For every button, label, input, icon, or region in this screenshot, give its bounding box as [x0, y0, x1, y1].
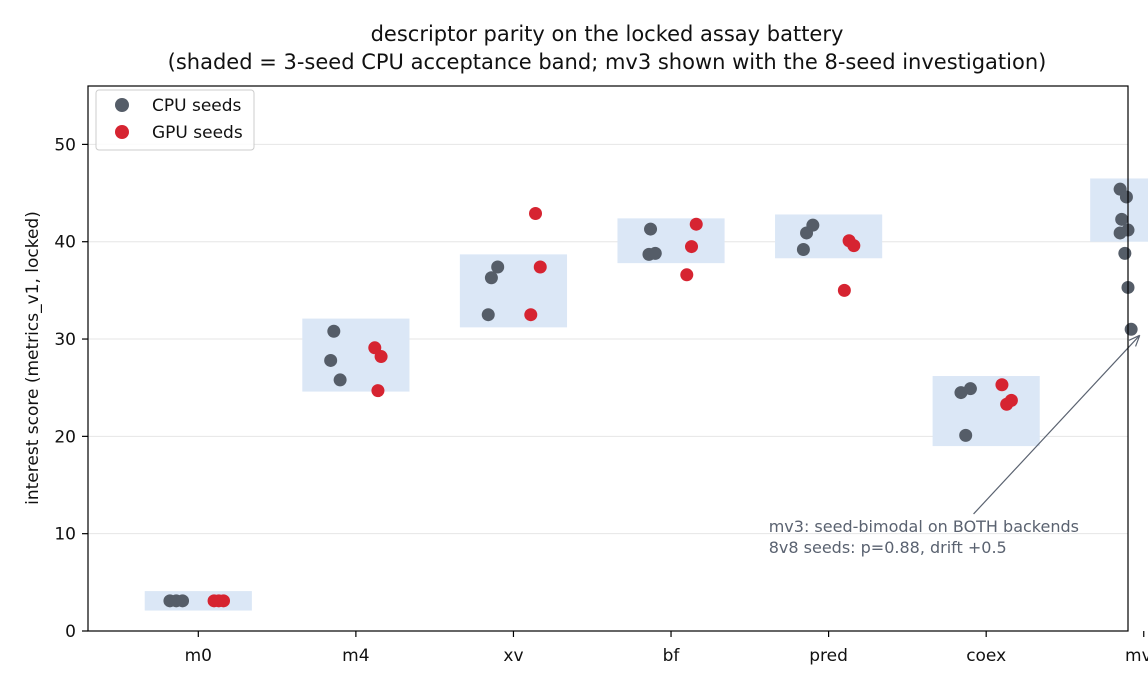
x-tick-label-pred: pred	[809, 646, 848, 666]
gpu-seed-point-coex	[995, 378, 1009, 392]
annotation-line-2: 8v8 seeds: p=0.88, drift +0.5	[769, 538, 1007, 557]
cpu-seed-point-m4	[324, 353, 338, 367]
acceptance-band-m4	[302, 318, 410, 392]
annotation: mv3: seed-bimodal on BOTH backends 8v8 se…	[769, 334, 1141, 557]
y-tick-label: 50	[54, 135, 76, 155]
gpu-seed-point-pred	[847, 239, 861, 253]
cpu-seed-point-pred	[806, 218, 820, 232]
cpu-seed-point-xv	[481, 308, 495, 322]
cpu-seed-point-mv3	[1124, 322, 1138, 336]
gpu-seed-point-m4	[371, 384, 385, 398]
cpu-seed-point-bf	[648, 246, 662, 260]
legend-label-cpu: CPU seeds	[152, 96, 242, 116]
legend: CPU seeds GPU seeds	[95, 89, 255, 151]
chart-title: descriptor parity on the locked assay ba…	[371, 22, 844, 46]
cpu-seed-point-coex	[963, 382, 977, 396]
cpu-seed-point-xv	[484, 271, 498, 285]
gpu-seed-point-pred	[837, 283, 851, 297]
plot-frame	[87, 85, 1129, 632]
annotation-arrow	[973, 334, 1141, 515]
acceptance-band-m0	[144, 591, 252, 611]
cpu-seed-point-mv3	[1115, 212, 1129, 226]
y-tick-label: 0	[65, 622, 76, 642]
cpu-seed-point-mv3	[1113, 226, 1127, 240]
acceptance-band-coex	[932, 376, 1040, 447]
y-tick-label: 20	[54, 427, 76, 447]
cpu-seed-point-bf	[644, 222, 658, 236]
cpu-seed-point-m0	[176, 594, 190, 608]
cpu-seed-point-mv3	[1118, 246, 1132, 260]
y-axis: 0 10 20 30 40 50	[54, 135, 88, 642]
acceptance-band-xv	[459, 254, 568, 328]
gpu-seed-point-bf	[685, 240, 699, 254]
y-tick-label: 40	[54, 233, 76, 253]
x-axis: m0 m4 xv bf pred coex mv3	[185, 631, 1148, 666]
gpu-seed-point-xv	[529, 206, 543, 220]
annotation-arrowhead	[1128, 334, 1141, 347]
cpu-seed-point-xv	[491, 260, 505, 274]
legend-box	[95, 89, 255, 151]
y-axis-label: interest score (metrics_v1, locked)	[23, 211, 43, 505]
x-tick-label-xv: xv	[503, 646, 523, 666]
cpu-seed-point-coex	[959, 428, 973, 442]
x-tick-label-mv3: mv3	[1125, 646, 1148, 666]
cpu-seed-point-m4	[333, 373, 347, 387]
x-tick-label-m0: m0	[185, 646, 212, 666]
annotation-line-1: mv3: seed-bimodal on BOTH backends	[769, 517, 1079, 536]
point-layer	[163, 182, 1138, 608]
y-tick-label: 10	[54, 525, 76, 545]
gpu-seed-point-m4	[374, 350, 388, 364]
legend-marker-cpu	[115, 98, 129, 112]
x-tick-label-m4: m4	[342, 646, 369, 666]
chart-subtitle: (shaded = 3-seed CPU acceptance band; mv…	[168, 50, 1047, 74]
gpu-seed-point-xv	[533, 260, 547, 274]
gpu-seed-point-coex	[1000, 397, 1014, 411]
y-tick-label: 30	[54, 330, 76, 350]
x-tick-label-coex: coex	[966, 646, 1006, 666]
cpu-seed-point-pred	[796, 243, 810, 256]
grid-layer	[88, 143, 1128, 535]
acceptance-band-pred	[775, 214, 883, 259]
cpu-seed-point-m4	[327, 324, 341, 338]
legend-marker-gpu	[115, 125, 129, 139]
x-tick-label-bf: bf	[663, 646, 681, 666]
acceptance-band-bf	[617, 218, 725, 264]
gpu-seed-point-m0	[217, 594, 231, 608]
gpu-seed-point-xv	[524, 308, 538, 322]
cpu-seed-point-mv3	[1119, 190, 1133, 204]
gpu-seed-point-bf	[689, 217, 703, 231]
gpu-seed-point-bf	[680, 268, 694, 282]
legend-label-gpu: GPU seeds	[152, 123, 243, 143]
